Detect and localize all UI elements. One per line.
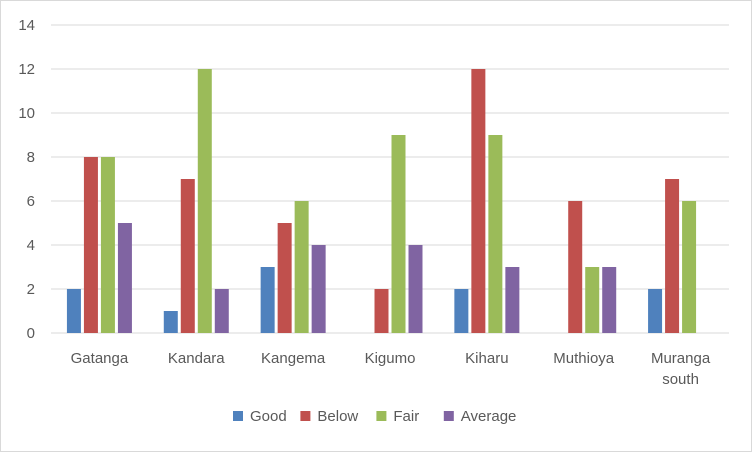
bar-below-5: [568, 201, 583, 333]
legend-label-good: Good: [250, 408, 287, 425]
bar-below-3: [374, 289, 389, 333]
category-label-line: Kangema: [261, 350, 326, 367]
bar-fair-3: [391, 135, 406, 333]
category-label-line: Muthioya: [553, 350, 615, 367]
bar-good-6: [648, 289, 663, 333]
bar-fair-0: [100, 157, 115, 333]
bar-good-4: [454, 289, 469, 333]
bar-below-2: [277, 223, 292, 333]
bar-average-4: [505, 267, 520, 333]
y-tick-label-8: 8: [27, 149, 35, 166]
bar-below-6: [665, 179, 680, 333]
y-tick-label-4: 4: [27, 237, 35, 254]
legend-label-average: Average: [461, 408, 517, 425]
category-label-line: Muranga: [651, 350, 711, 367]
category-label-1: Kandara: [168, 350, 225, 367]
legend-swatch-good: [233, 411, 243, 421]
bar-fair-6: [682, 201, 697, 333]
category-label-6: Muranga south: [651, 350, 711, 388]
category-label-line: Gatanga: [71, 350, 129, 367]
category-label-3: Kigumo: [365, 350, 416, 367]
legend-label-fair: Fair: [393, 408, 419, 425]
category-label-0: Gatanga: [71, 350, 129, 367]
bar-average-0: [117, 223, 132, 333]
y-tick-label-6: 6: [27, 193, 35, 210]
category-label-2: Kangema: [261, 350, 326, 367]
category-label-line: Kiharu: [465, 350, 508, 367]
bar-average-1: [214, 289, 229, 333]
legend-swatch-fair: [376, 411, 387, 421]
bar-good-2: [260, 267, 275, 333]
bar-below-1: [180, 179, 195, 333]
y-tick-label-2: 2: [27, 281, 35, 298]
bar-average-5: [602, 267, 617, 333]
category-label-line: Kigumo: [365, 350, 416, 367]
category-label-line: south: [662, 371, 699, 388]
category-label-5: Muthioya: [553, 350, 615, 367]
legend-swatch-average: [443, 411, 454, 421]
bar-fair-2: [294, 201, 309, 333]
bar-fair-5: [585, 267, 600, 333]
category-label-line: Kandara: [168, 350, 225, 367]
bar-fair-1: [197, 69, 212, 333]
y-tick-label-0: 0: [27, 325, 35, 342]
bar-good-0: [66, 289, 81, 333]
bar-below-4: [471, 69, 486, 333]
legend-swatch-below: [300, 411, 311, 421]
bar-good-1: [163, 311, 178, 333]
category-label-4: Kiharu: [465, 350, 508, 367]
bar-below-0: [83, 157, 98, 333]
legend-label-below: Below: [317, 408, 358, 425]
y-tick-label-10: 10: [18, 105, 35, 122]
bar-average-3: [408, 245, 423, 333]
y-tick-label-14: 14: [18, 17, 35, 34]
bar-fair-4: [488, 135, 503, 333]
bar-average-2: [311, 245, 326, 333]
y-tick-label-12: 12: [18, 61, 35, 78]
